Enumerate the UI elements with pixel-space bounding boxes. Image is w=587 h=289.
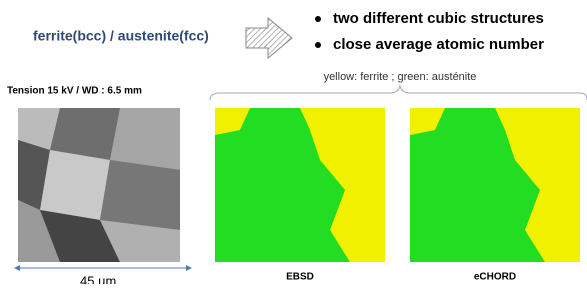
map-label: EBSD bbox=[286, 272, 314, 283]
slide: ferrite(bcc) / austenite(fcc) two differ… bbox=[0, 0, 587, 284]
scale-arrow bbox=[186, 265, 192, 271]
scale-label: 45 µm bbox=[80, 273, 116, 284]
bullet: close average atomic number bbox=[333, 36, 544, 53]
echord-map bbox=[410, 108, 580, 262]
page: ferrite(bcc) / austenite(fcc) two differ… bbox=[0, 0, 587, 284]
map-label: eCHORD bbox=[474, 272, 516, 283]
brace bbox=[210, 86, 587, 100]
title: ferrite(bcc) / austenite(fcc) bbox=[33, 28, 209, 44]
scale-arrow bbox=[14, 265, 20, 271]
bullet: two different cubic structures bbox=[333, 10, 544, 27]
conditions: Tension 15 kV / WD : 6.5 mm bbox=[7, 86, 142, 97]
ebsd-map bbox=[215, 108, 385, 262]
bullet-dot bbox=[315, 42, 321, 48]
legend: yellow: ferrite ; green: austénite bbox=[324, 71, 477, 83]
micrograph bbox=[18, 108, 180, 262]
bullet-dot bbox=[315, 16, 321, 22]
arrow bbox=[246, 18, 292, 58]
